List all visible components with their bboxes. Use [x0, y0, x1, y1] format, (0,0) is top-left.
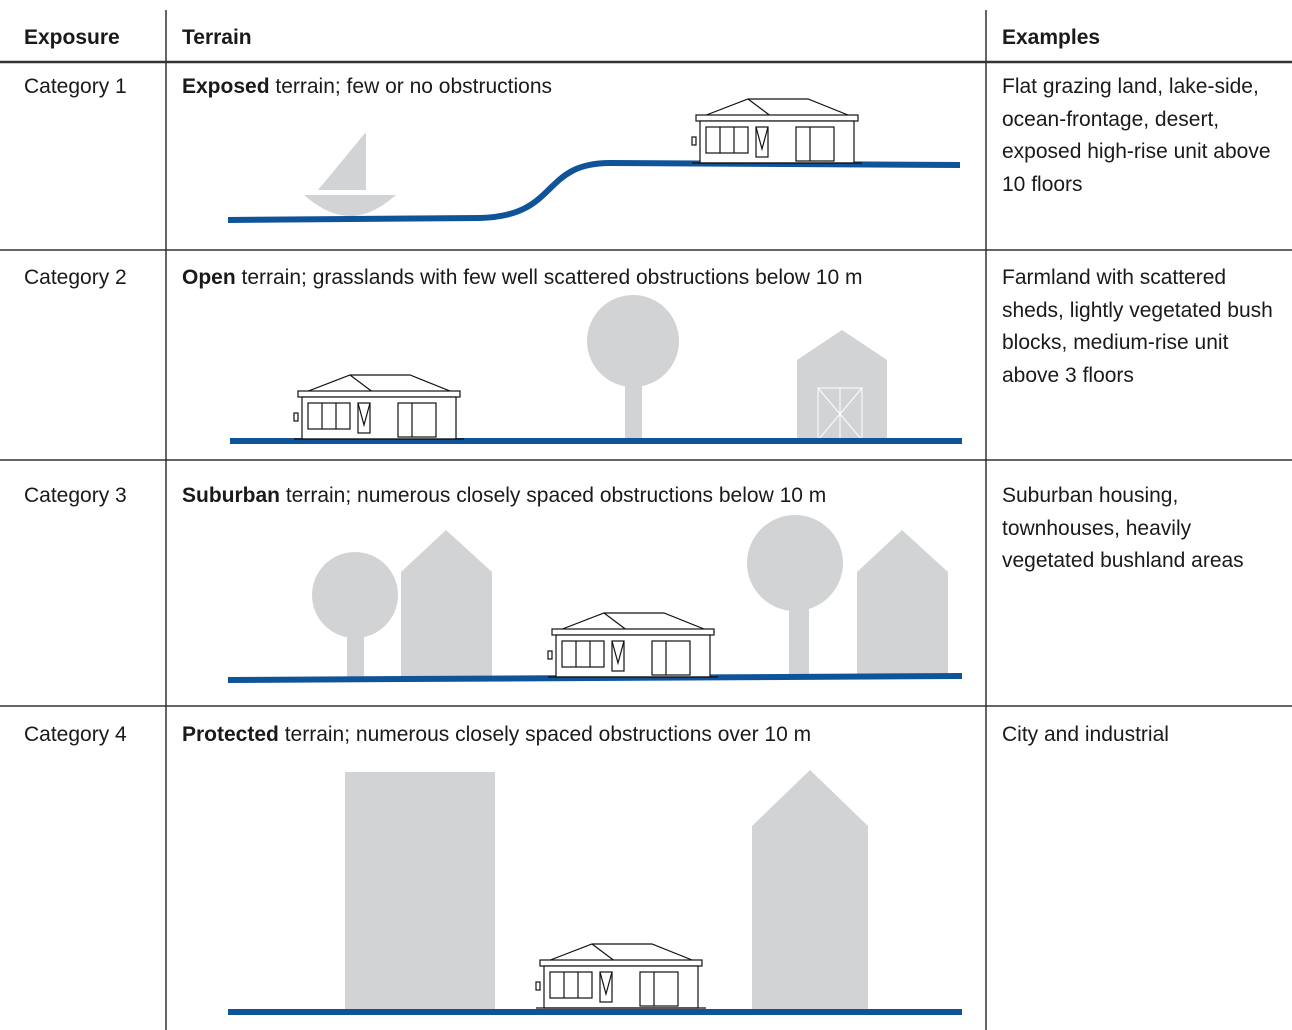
building — [857, 530, 948, 678]
sail — [318, 132, 366, 190]
examples-cell: Flat grazing land, lake-side, ocean-fron… — [1002, 75, 1271, 196]
obstructions — [312, 515, 948, 680]
house — [293, 374, 465, 440]
terrain-bold: Suburban — [182, 484, 280, 507]
hull — [304, 195, 396, 216]
header-cell: Exposure — [24, 26, 120, 49]
tree-crown — [747, 515, 843, 611]
tree-crown — [587, 295, 679, 387]
shed — [797, 330, 887, 441]
exposure-cell: Category 3 — [24, 484, 127, 507]
building — [345, 772, 495, 1012]
house — [547, 612, 719, 678]
terrain-text: terrain; numerous closely spaced obstruc… — [280, 484, 827, 507]
tree-trunk — [347, 628, 364, 680]
exposure-cell: Category 2 — [24, 266, 127, 289]
ground-line — [227, 673, 963, 683]
terrain-cell: Protected terrain; numerous closely spac… — [182, 719, 811, 752]
terrain-bold: Protected — [182, 723, 279, 746]
house — [691, 98, 863, 164]
exposure-cell: Category 1 — [24, 75, 127, 98]
examples-cell: Suburban housing, townhouses, heavily ve… — [1002, 484, 1244, 572]
terrain-bold: Open — [182, 266, 236, 289]
tree — [587, 295, 679, 440]
exposure-cell: Category 4 — [24, 723, 127, 746]
terrain-cell: Suburban terrain; numerous closely space… — [182, 480, 826, 513]
house-part — [817, 387, 863, 441]
tree-trunk — [625, 380, 642, 440]
ground-line — [227, 159, 961, 223]
house — [535, 943, 707, 1009]
terrain-text: terrain; grasslands with few well scatte… — [235, 266, 863, 289]
header-cell: Terrain — [182, 26, 252, 49]
shed-body — [797, 330, 887, 440]
examples-cell: City and industrial — [1002, 723, 1169, 746]
terrain-bold: Exposed — [182, 75, 270, 98]
building — [752, 770, 868, 1012]
terrain-cell: Exposed terrain; few or no obstructions — [182, 71, 552, 104]
table-rules — [0, 10, 1292, 1030]
examples-cell: Farmland with scattered sheds, lightly v… — [1002, 266, 1273, 387]
obstructions — [345, 770, 868, 1012]
tree-crown — [312, 552, 398, 638]
sailboat — [304, 132, 396, 216]
tree-trunk — [789, 600, 809, 678]
terrain-text: terrain; few or no obstructions — [269, 75, 552, 98]
terrain-text: terrain; numerous closely spaced obstruc… — [278, 723, 812, 746]
terrain-cell: Open terrain; grasslands with few well s… — [182, 262, 862, 295]
building — [401, 530, 492, 678]
header-cell: Examples — [1002, 26, 1101, 49]
